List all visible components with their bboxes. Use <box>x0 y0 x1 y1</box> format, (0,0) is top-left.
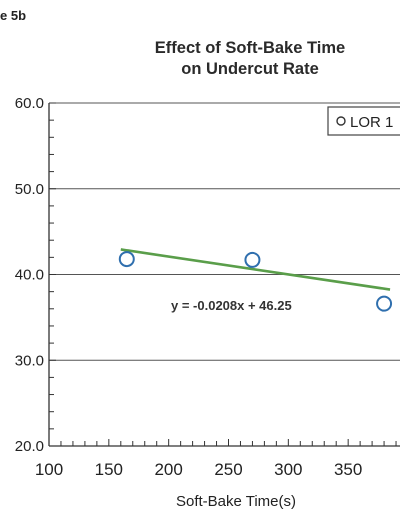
x-tick-label-5: 350 <box>334 460 362 479</box>
trendline-group <box>120 248 391 291</box>
x-tick-label-4: 300 <box>274 460 302 479</box>
legend-marker <box>336 116 346 126</box>
chart-title-line2: on Undercut Rate <box>181 60 319 78</box>
trendline <box>120 248 391 291</box>
x-tick-label-2: 200 <box>154 460 182 479</box>
data-points <box>118 251 393 312</box>
y-tick-label-0: 20.0 <box>15 438 44 455</box>
x-tick-labels: 100 150 200 250 300 350 <box>35 460 363 479</box>
y-tick-label-1: 30.0 <box>15 352 44 369</box>
trendline-equation: y = -0.0208x + 46.25 <box>171 298 292 313</box>
legend-box <box>327 106 400 136</box>
x-tick-label-0: 100 <box>35 460 63 479</box>
x-tick-label-1: 150 <box>95 460 123 479</box>
data-point-0-2 <box>376 295 393 312</box>
legend: LOR 1 <box>327 106 400 136</box>
x-axis-label: Soft-Bake Time(s) <box>176 493 296 510</box>
chart-title-line1: Effect of Soft-Bake Time <box>154 39 346 57</box>
legend-label: LOR 1 <box>350 114 393 131</box>
gridlines <box>49 102 400 361</box>
figure-label: e 5b <box>0 8 27 23</box>
y-tick-labels: 20.0 30.0 40.0 50.0 60.0 <box>15 95 44 455</box>
data-point-0-0 <box>118 251 135 268</box>
y-tick-label-3: 50.0 <box>15 181 44 198</box>
y-tick-label-4: 60.0 <box>15 95 44 112</box>
x-tick-label-3: 250 <box>214 460 242 479</box>
data-point-0-1 <box>244 251 261 268</box>
y-tick-label-2: 40.0 <box>15 267 44 284</box>
axes <box>48 102 400 447</box>
